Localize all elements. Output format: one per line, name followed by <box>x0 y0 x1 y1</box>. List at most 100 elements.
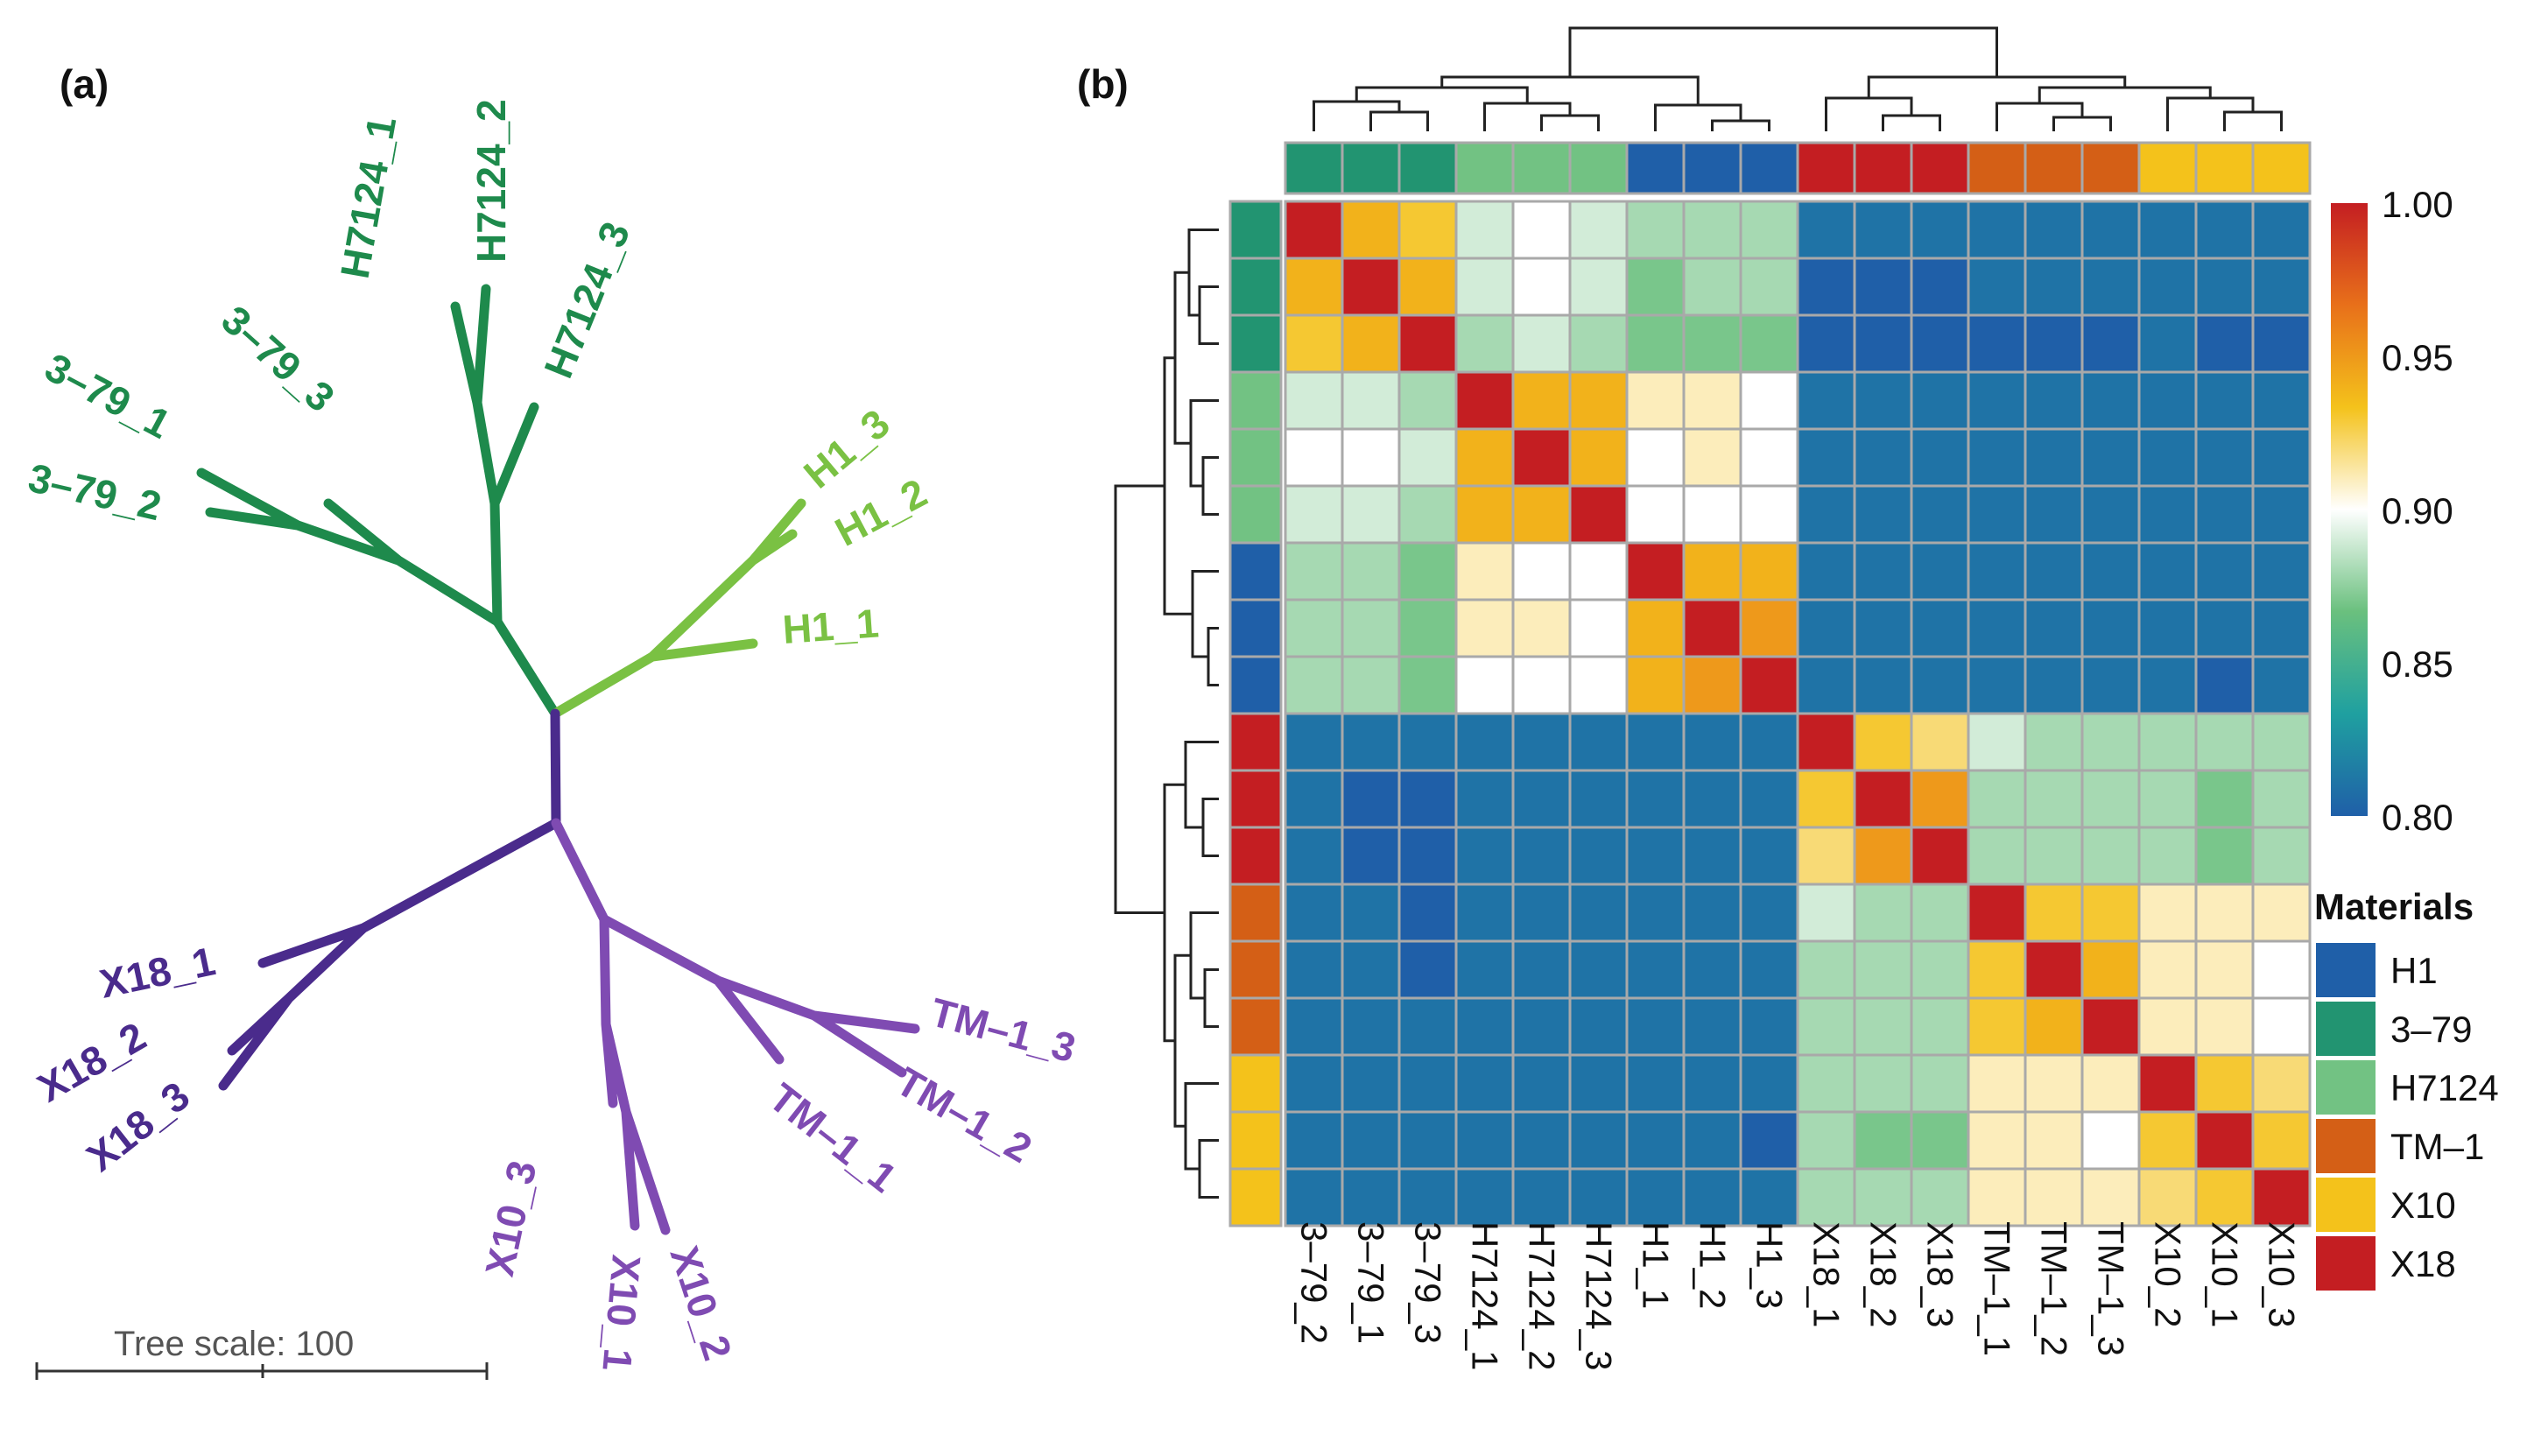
heatmap-cell <box>2194 370 2255 431</box>
heatmap-cell <box>2137 257 2198 317</box>
colorbar-tick-label: 0.90 <box>2382 490 2453 531</box>
heatmap-cell <box>1739 598 1799 658</box>
colorbar-tick-label: 0.95 <box>2382 337 2453 378</box>
heatmap-cell <box>2251 313 2312 374</box>
row-annotation-cell <box>1228 200 1283 260</box>
heatmap-cell <box>1853 826 1913 886</box>
heatmap-cell <box>2194 769 2255 829</box>
heatmap-cell <box>1568 370 1629 431</box>
heatmap-cell <box>1397 996 1458 1057</box>
legend-swatch-3-79 <box>2316 1002 2376 1056</box>
tree-branches <box>196 284 920 1235</box>
column-annotation-cell <box>2194 141 2255 195</box>
heatmap-cell <box>1967 1053 2027 1114</box>
column-annotation-cell <box>2024 141 2084 195</box>
heatmap-cell <box>1682 712 1742 772</box>
leaf-label: 3–79_2 <box>25 454 165 529</box>
heatmap-cell <box>1625 769 1686 829</box>
heatmap-cell <box>2080 655 2141 715</box>
heatmap-cell <box>1910 655 1970 715</box>
heatmap-cell <box>1284 712 1344 772</box>
heatmap-cell <box>1910 257 1970 317</box>
dendrogram-link <box>1313 100 1401 131</box>
column-label: X18_1 <box>1806 1221 1848 1327</box>
column-label: X10_1 <box>2205 1221 2246 1327</box>
heatmap-cell <box>1568 200 1629 260</box>
row-annotation-cell <box>1228 427 1283 488</box>
heatmap-cell <box>1967 541 2027 601</box>
heatmap-cell <box>2024 1110 2084 1171</box>
heatmap-cell <box>1853 200 1913 260</box>
heatmap-cell <box>1739 257 1799 317</box>
heatmap-cell <box>2024 883 2084 943</box>
heatmap-cell <box>1967 1167 2027 1227</box>
heatmap-cell <box>1967 257 2027 317</box>
panel-a-letter: (a) <box>60 61 109 107</box>
heatmap-cell <box>1796 883 1856 943</box>
heatmap-cell <box>2024 1053 2084 1114</box>
row-annotation-cell <box>1228 996 1283 1057</box>
heatmap-cell <box>1454 541 1515 601</box>
heatmap-cell <box>1967 826 2027 886</box>
heatmap-cell <box>2080 598 2141 658</box>
dendrogram-link <box>1191 570 1219 658</box>
column-label: H7124_3 <box>1579 1221 1620 1370</box>
branch-tm1-x10-stem <box>551 818 609 925</box>
column-annotation-cell <box>1284 141 1344 195</box>
branch-green-stem <box>492 616 560 719</box>
heatmap-cell <box>1853 883 1913 943</box>
heatmap-cell <box>2137 200 2198 260</box>
heatmap-cell <box>1739 769 1799 829</box>
heatmap-cell <box>2137 541 2198 601</box>
heatmap-cell <box>1397 1167 1458 1227</box>
heatmap-cell <box>1625 883 1686 943</box>
heatmap-cell <box>1454 484 1515 545</box>
heatmap-cell <box>1739 1167 1799 1227</box>
heatmap-cell <box>2080 370 2141 431</box>
heatmap-cell <box>1967 655 2027 715</box>
heatmap-cell <box>1341 1110 1401 1171</box>
heatmap-cell <box>1796 712 1856 772</box>
legend-label-h7124: H7124 <box>2390 1067 2499 1108</box>
heatmap-cell <box>1284 484 1344 545</box>
column-label: TM–1_2 <box>2034 1221 2075 1356</box>
heatmap-cell <box>1739 200 1799 260</box>
heatmap-cell <box>1682 996 1742 1057</box>
heatmap-cell <box>2024 200 2084 260</box>
heatmap-cell <box>1796 1053 1856 1114</box>
heatmap-cell <box>2080 996 2141 1057</box>
colorbar-gradient <box>2331 203 2368 816</box>
leaf-label: H7124_3 <box>535 215 638 384</box>
column-annotation-cell <box>1739 141 1799 195</box>
heatmap-cell <box>1967 996 2027 1057</box>
heatmap-cell <box>1511 826 1572 886</box>
row-annotation-cell <box>1228 313 1283 374</box>
heatmap-cell <box>1397 883 1458 943</box>
heatmap-cell <box>1796 1110 1856 1171</box>
heatmap-cell <box>2024 996 2084 1057</box>
row-annotation-cell <box>1228 712 1283 772</box>
heatmap-cell <box>1910 1167 1970 1227</box>
heatmap-cell <box>2024 427 2084 488</box>
legend-swatch-tm-1 <box>2316 1119 2376 1173</box>
heatmap-cell <box>1853 541 1913 601</box>
row-annotation-cell <box>1228 655 1283 715</box>
heatmap-cell <box>1853 1110 1913 1171</box>
heatmap-cell <box>1341 1053 1401 1114</box>
heatmap-cell <box>1739 939 1799 1000</box>
heatmap-cell <box>1682 598 1742 658</box>
heatmap-cell <box>1397 826 1458 886</box>
dendrogram-link <box>1198 285 1219 345</box>
heatmap-cell <box>1568 712 1629 772</box>
heatmap-cell <box>2251 200 2312 260</box>
heatmap-cell <box>1739 484 1799 545</box>
dendrogram-link <box>1369 110 1429 131</box>
heatmap-cell <box>1853 1167 1913 1227</box>
legend-label-3-79: 3–79 <box>2390 1009 2472 1050</box>
tree-scale-label: Tree scale: 100 <box>114 1325 354 1363</box>
row-annotation-cell <box>1228 1167 1283 1227</box>
heatmap-cell <box>2137 1167 2198 1227</box>
heatmap-cell <box>2024 655 2084 715</box>
heatmap-cell <box>1511 427 1572 488</box>
heatmap-cell <box>2080 427 2141 488</box>
